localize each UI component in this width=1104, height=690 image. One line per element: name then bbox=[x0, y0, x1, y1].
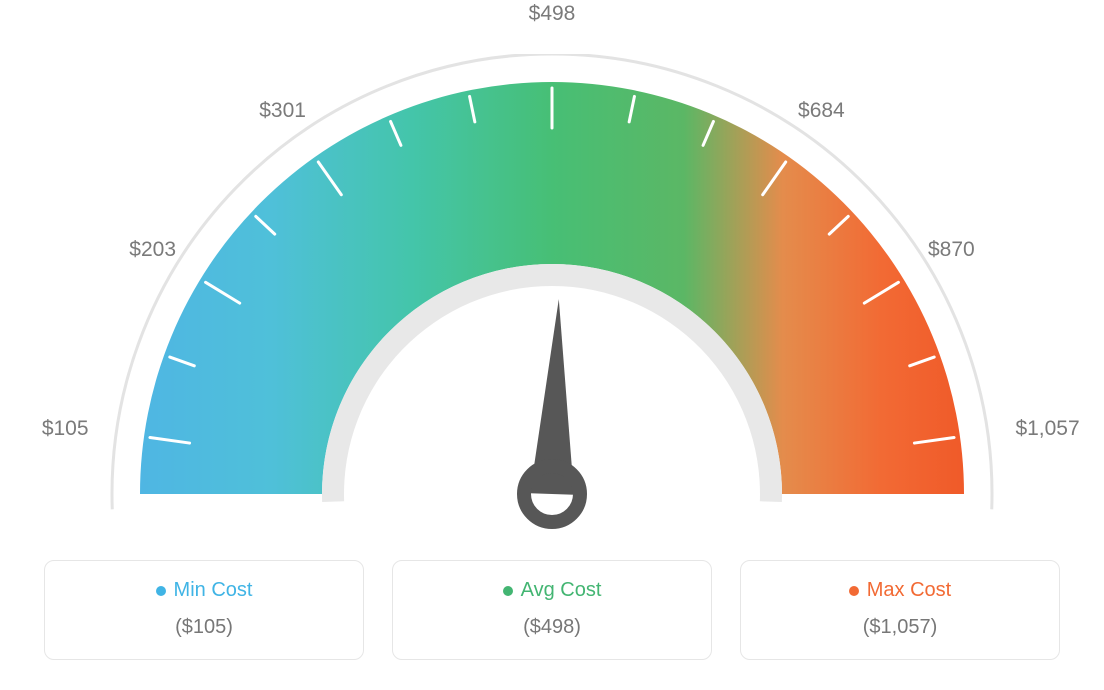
gauge-tick-label: $105 bbox=[42, 417, 89, 441]
legend-title-min: Min Cost bbox=[156, 579, 253, 602]
legend-avg-value: ($498) bbox=[523, 616, 581, 639]
gauge-chart-container: $105 $203 $301 $498 $684 $870 $1,057 Min Cost … bbox=[0, 0, 1104, 690]
legend-row: Min Cost ($105) Avg Cost ($498) Max Cost… bbox=[44, 560, 1060, 660]
gauge-tick-label: $870 bbox=[928, 238, 975, 262]
legend-max-value: ($1,057) bbox=[863, 616, 938, 639]
legend-card-max: Max Cost ($1,057) bbox=[740, 560, 1060, 660]
gauge-tick-label: $498 bbox=[529, 2, 576, 26]
legend-dot-icon bbox=[849, 586, 859, 596]
legend-avg-label: Avg Cost bbox=[521, 579, 602, 602]
gauge: $105$203$301$498$684$870$1,057 bbox=[22, 54, 1082, 599]
gauge-tick-label: $301 bbox=[259, 99, 306, 123]
gauge-tick-label: $1,057 bbox=[1015, 417, 1079, 441]
legend-min-label: Min Cost bbox=[174, 579, 253, 602]
legend-title-max: Max Cost bbox=[849, 579, 951, 602]
legend-title-avg: Avg Cost bbox=[503, 579, 602, 602]
legend-card-min: Min Cost ($105) bbox=[44, 560, 364, 660]
legend-max-label: Max Cost bbox=[867, 579, 951, 602]
legend-min-value: ($105) bbox=[175, 616, 233, 639]
legend-dot-icon bbox=[156, 586, 166, 596]
gauge-tick-label: $684 bbox=[798, 99, 845, 123]
legend-dot-icon bbox=[503, 586, 513, 596]
legend-card-avg: Avg Cost ($498) bbox=[392, 560, 712, 660]
gauge-tick-labels: $105$203$301$498$684$870$1,057 bbox=[22, 54, 1082, 594]
gauge-tick-label: $203 bbox=[129, 238, 176, 262]
